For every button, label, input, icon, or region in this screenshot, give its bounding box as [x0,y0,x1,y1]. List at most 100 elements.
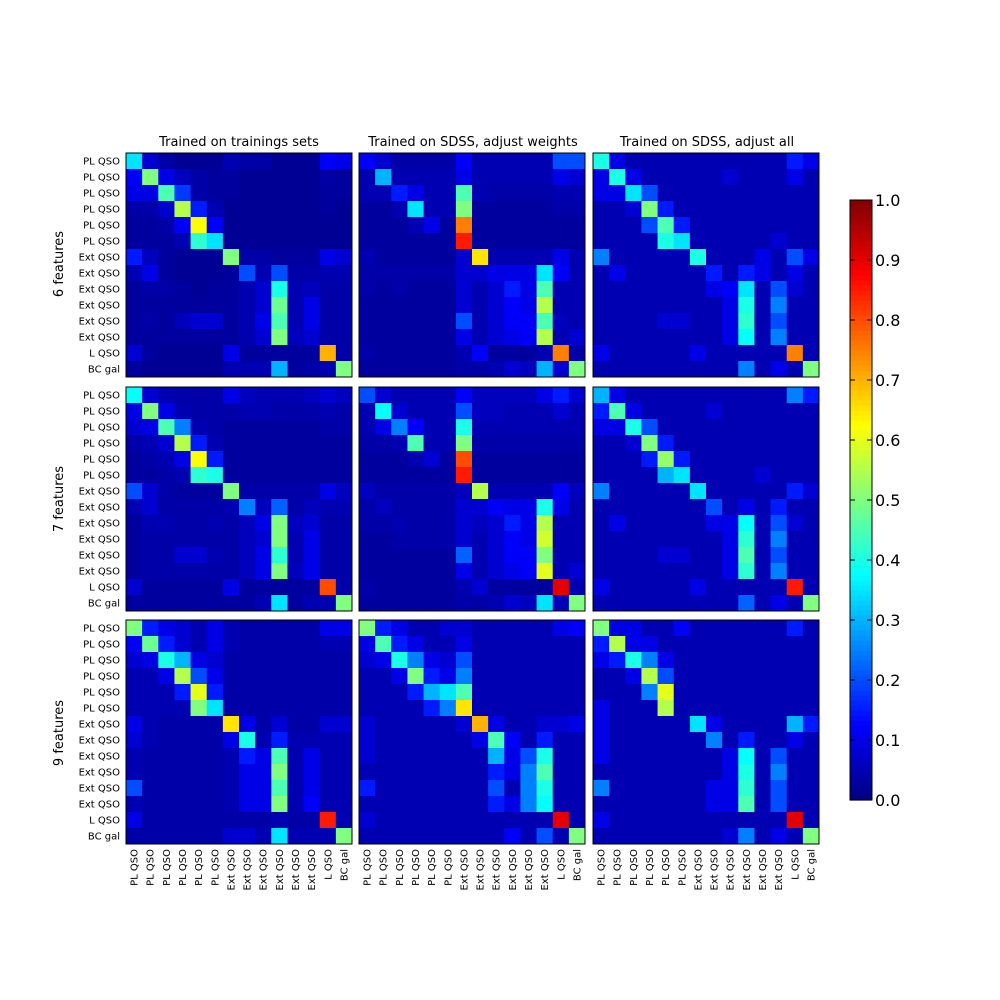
heatmap-cell [287,780,304,797]
heatmap-cell [754,748,771,765]
heatmap-cell [786,169,804,186]
heatmap-cell [126,361,143,378]
heatmap-cell [375,403,392,420]
heatmap-cell [786,435,804,452]
heatmap-cell [335,169,353,186]
colorbar-segment [850,425,872,431]
heatmap-cell [222,233,240,250]
heatmap-cell [423,684,441,701]
colorbar-segment [850,645,872,651]
heatmap-cell [802,265,820,282]
heatmap-cell [359,169,376,186]
heatmap-cell [722,297,739,314]
heatmap-cell [520,780,537,797]
heatmap-cell [706,668,723,685]
heatmap-cell [552,403,570,420]
heatmap-cell [158,499,175,516]
heatmap-cell [786,531,804,548]
heatmap-cell [689,515,707,532]
heatmap-cell [142,403,159,420]
heatmap-cell [174,732,191,749]
heatmap-cell [206,435,224,452]
heatmap-cell [126,483,143,500]
heatmap-cell [722,684,739,701]
heatmap-cell [407,313,424,330]
heatmap-cell [754,732,771,749]
heatmap-cell [439,313,457,330]
heatmap-cell [609,748,626,765]
y-tick-label: Ext QSO [79,503,121,514]
x-tick-label: PL QSO [146,849,157,886]
heatmap-cell [455,185,473,202]
row-title-2: 7 features [52,466,67,532]
colorbar-segment [850,730,872,736]
heatmap-cell [271,361,288,378]
heatmap-cell [802,547,820,564]
heatmap-cell [593,620,610,637]
heatmap-cell [142,700,159,717]
heatmap-cell [335,361,353,378]
heatmap-cell [802,467,820,484]
colorbar-segment [850,455,872,461]
heatmap-cell [609,345,626,362]
heatmap-cell [271,233,288,250]
heatmap-cell [552,217,570,234]
heatmap-cell [239,563,256,580]
heatmap-cell [271,419,288,436]
heatmap-cell [335,419,353,436]
heatmap-cell [190,387,208,404]
heatmap-cell [657,636,675,653]
heatmap-cell [536,684,554,701]
heatmap-cell [536,732,554,749]
colorbar-segment [850,590,872,596]
heatmap-cell [472,217,489,234]
heatmap-cell [359,451,376,468]
heatmap-cell [657,201,675,218]
heatmap-cell [657,579,675,596]
heatmap-cell [609,249,626,266]
heatmap-cell [439,796,457,813]
heatmap-cell [255,201,272,218]
heatmap-cell [641,732,658,749]
heatmap-cell [488,716,505,733]
heatmap-cell [407,329,424,346]
colorbar-segment [850,665,872,671]
heatmap-cell [472,764,489,781]
heatmap-cell [439,217,457,234]
heatmap-cell [142,732,159,749]
heatmap-cell [488,684,505,701]
heatmap-cell [536,361,554,378]
heatmap-cell [271,483,288,500]
heatmap-cell [689,361,707,378]
heatmap-cell [754,636,771,653]
x-tick-label: Ext QSO [508,849,519,891]
heatmap-cell [174,780,191,797]
y-tick-label: PL QSO [83,672,120,683]
y-tick-label: Ext QSO [79,301,121,312]
heatmap-cell [174,579,191,596]
heatmap-cell [439,620,457,637]
heatmap-cell [423,515,441,532]
heatmap-cell [536,217,554,234]
heatmap-cell [520,361,537,378]
heatmap-cell [391,812,408,829]
heatmap-cell [439,812,457,829]
heatmap-cell [488,780,505,797]
heatmap-cell [609,499,626,516]
heatmap-cell [335,249,353,266]
heatmap-cell [802,419,820,436]
heatmap-cell [657,419,675,436]
x-tick-label: Ext QSO [742,849,753,891]
heatmap-cell [472,345,489,362]
heatmap-cell [641,780,658,797]
heatmap-cell [190,217,208,234]
heatmap-cell [625,499,642,516]
colorbar-segment [850,540,872,546]
heatmap-cell [222,796,240,813]
heatmap-cell [142,595,159,612]
heatmap-cell [504,812,521,829]
heatmap-cell [239,387,256,404]
y-tick-label: PL QSO [83,439,120,450]
heatmap-cell [770,281,788,298]
heatmap-cell [802,620,820,637]
